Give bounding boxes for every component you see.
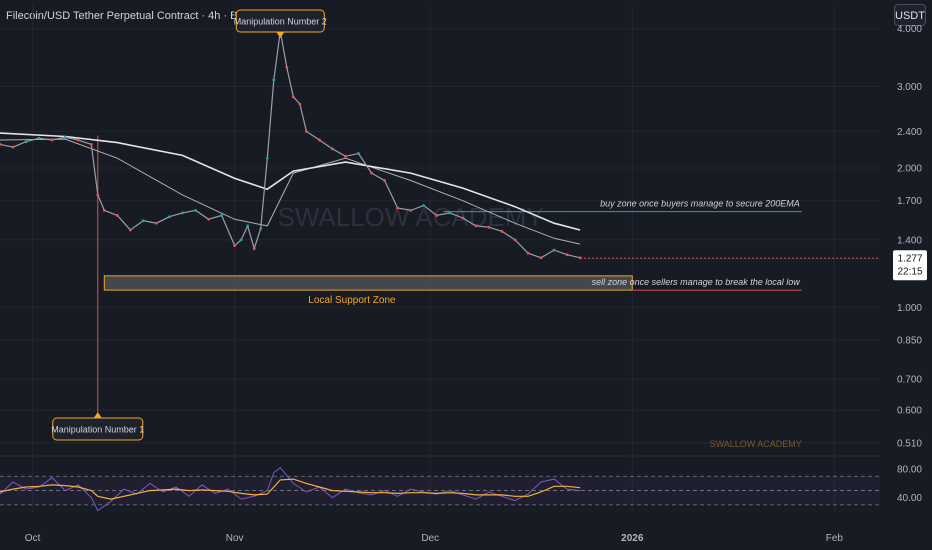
y-tick-label: 0.510 [897, 438, 922, 449]
price-line [0, 31, 581, 259]
price-point [318, 138, 321, 142]
price-point [487, 225, 491, 229]
price-point [474, 224, 478, 228]
price-point [298, 102, 302, 106]
annotation-label: Manipulation Number 1 [51, 425, 144, 435]
annotation-pointer [276, 32, 285, 38]
price-point [513, 238, 517, 242]
y-tick-label: 0.600 [897, 406, 922, 417]
price-point [500, 229, 504, 233]
price-point [383, 179, 386, 182]
price-point [220, 214, 224, 217]
price-point [344, 154, 347, 158]
countdown-label: 22:15 [897, 266, 922, 277]
price-point [396, 206, 400, 210]
rsi-tick-label: 40.00 [897, 493, 922, 504]
price-point [168, 215, 171, 219]
x-tick-label: Nov [226, 533, 244, 544]
price-point [422, 204, 426, 207]
y-tick-label: 2.400 [897, 127, 922, 138]
ema-fast-line [0, 138, 581, 245]
rsi-line [0, 467, 581, 512]
support-zone-box [103, 275, 633, 291]
currency-button[interactable]: USDT [894, 4, 926, 26]
buy-zone-label: buy zone once buyers manage to secure 20… [600, 199, 800, 209]
ema-200-line [0, 132, 581, 231]
annotation-pointer [93, 412, 102, 418]
x-tick-label: Oct [25, 533, 41, 544]
price-point [128, 228, 132, 232]
current-price-label: 1.277 [897, 253, 922, 264]
price-point [115, 214, 119, 217]
price-point [526, 251, 530, 255]
y-tick-label: 0.850 [897, 336, 922, 347]
annotation-label: Manipulation Number 2 [234, 17, 327, 27]
price-point [11, 145, 15, 149]
price-point [409, 209, 413, 212]
price-point [265, 156, 269, 160]
x-tick-label: Feb [826, 533, 844, 544]
price-point [285, 65, 289, 69]
price-point [246, 224, 250, 228]
price-point [239, 238, 243, 242]
y-tick-label: 1.000 [897, 303, 922, 314]
price-point [63, 135, 67, 139]
price-point [461, 216, 465, 220]
price-point [252, 247, 256, 250]
y-tick-label: 1.700 [897, 196, 922, 207]
y-tick-label: 0.700 [897, 375, 922, 386]
y-tick-label: 2.000 [897, 164, 922, 175]
price-point [233, 244, 237, 247]
price-point [181, 211, 184, 215]
chart-title: Filecoin/USD Tether Perpetual Contract ·… [6, 10, 260, 22]
price-point [76, 138, 80, 142]
support-zone-label: Local Support Zone [308, 295, 396, 306]
rsi-tick-label: 80.00 [897, 465, 922, 476]
price-point [89, 142, 93, 146]
price-point [539, 256, 543, 260]
price-point [207, 217, 210, 221]
price-point [448, 211, 452, 215]
price-point [370, 171, 373, 175]
x-tick-label: 2026 [621, 533, 644, 544]
current-price-tag [893, 250, 927, 281]
price-point [552, 248, 556, 252]
y-tick-label: 3.000 [897, 82, 922, 93]
price-point [96, 193, 100, 197]
price-point [435, 214, 439, 217]
price-point [357, 152, 360, 155]
rsi-band [0, 476, 880, 505]
price-point [565, 253, 569, 257]
price-point [304, 129, 308, 133]
price-point [194, 209, 197, 212]
sell-zone-label: sell zone once sellers manage to break t… [592, 277, 801, 287]
watermark-small: SWALLOW ACADEMY [710, 439, 802, 449]
price-point [24, 140, 28, 144]
price-point [102, 209, 106, 212]
y-tick-label: 1.400 [897, 235, 922, 246]
price-point [155, 221, 158, 225]
price-point [50, 138, 54, 142]
rsi-ma-line [0, 478, 581, 500]
price-point [259, 227, 263, 230]
price-point [142, 219, 145, 223]
price-point [272, 78, 276, 82]
chart-watermark: SWALLOW ACADEMY [278, 202, 544, 232]
x-tick-label: Dec [421, 533, 439, 544]
price-point [331, 147, 334, 151]
price-point [0, 142, 2, 146]
price-point [291, 95, 295, 99]
price-point [37, 136, 41, 140]
y-tick-label: 4.000 [897, 24, 922, 35]
